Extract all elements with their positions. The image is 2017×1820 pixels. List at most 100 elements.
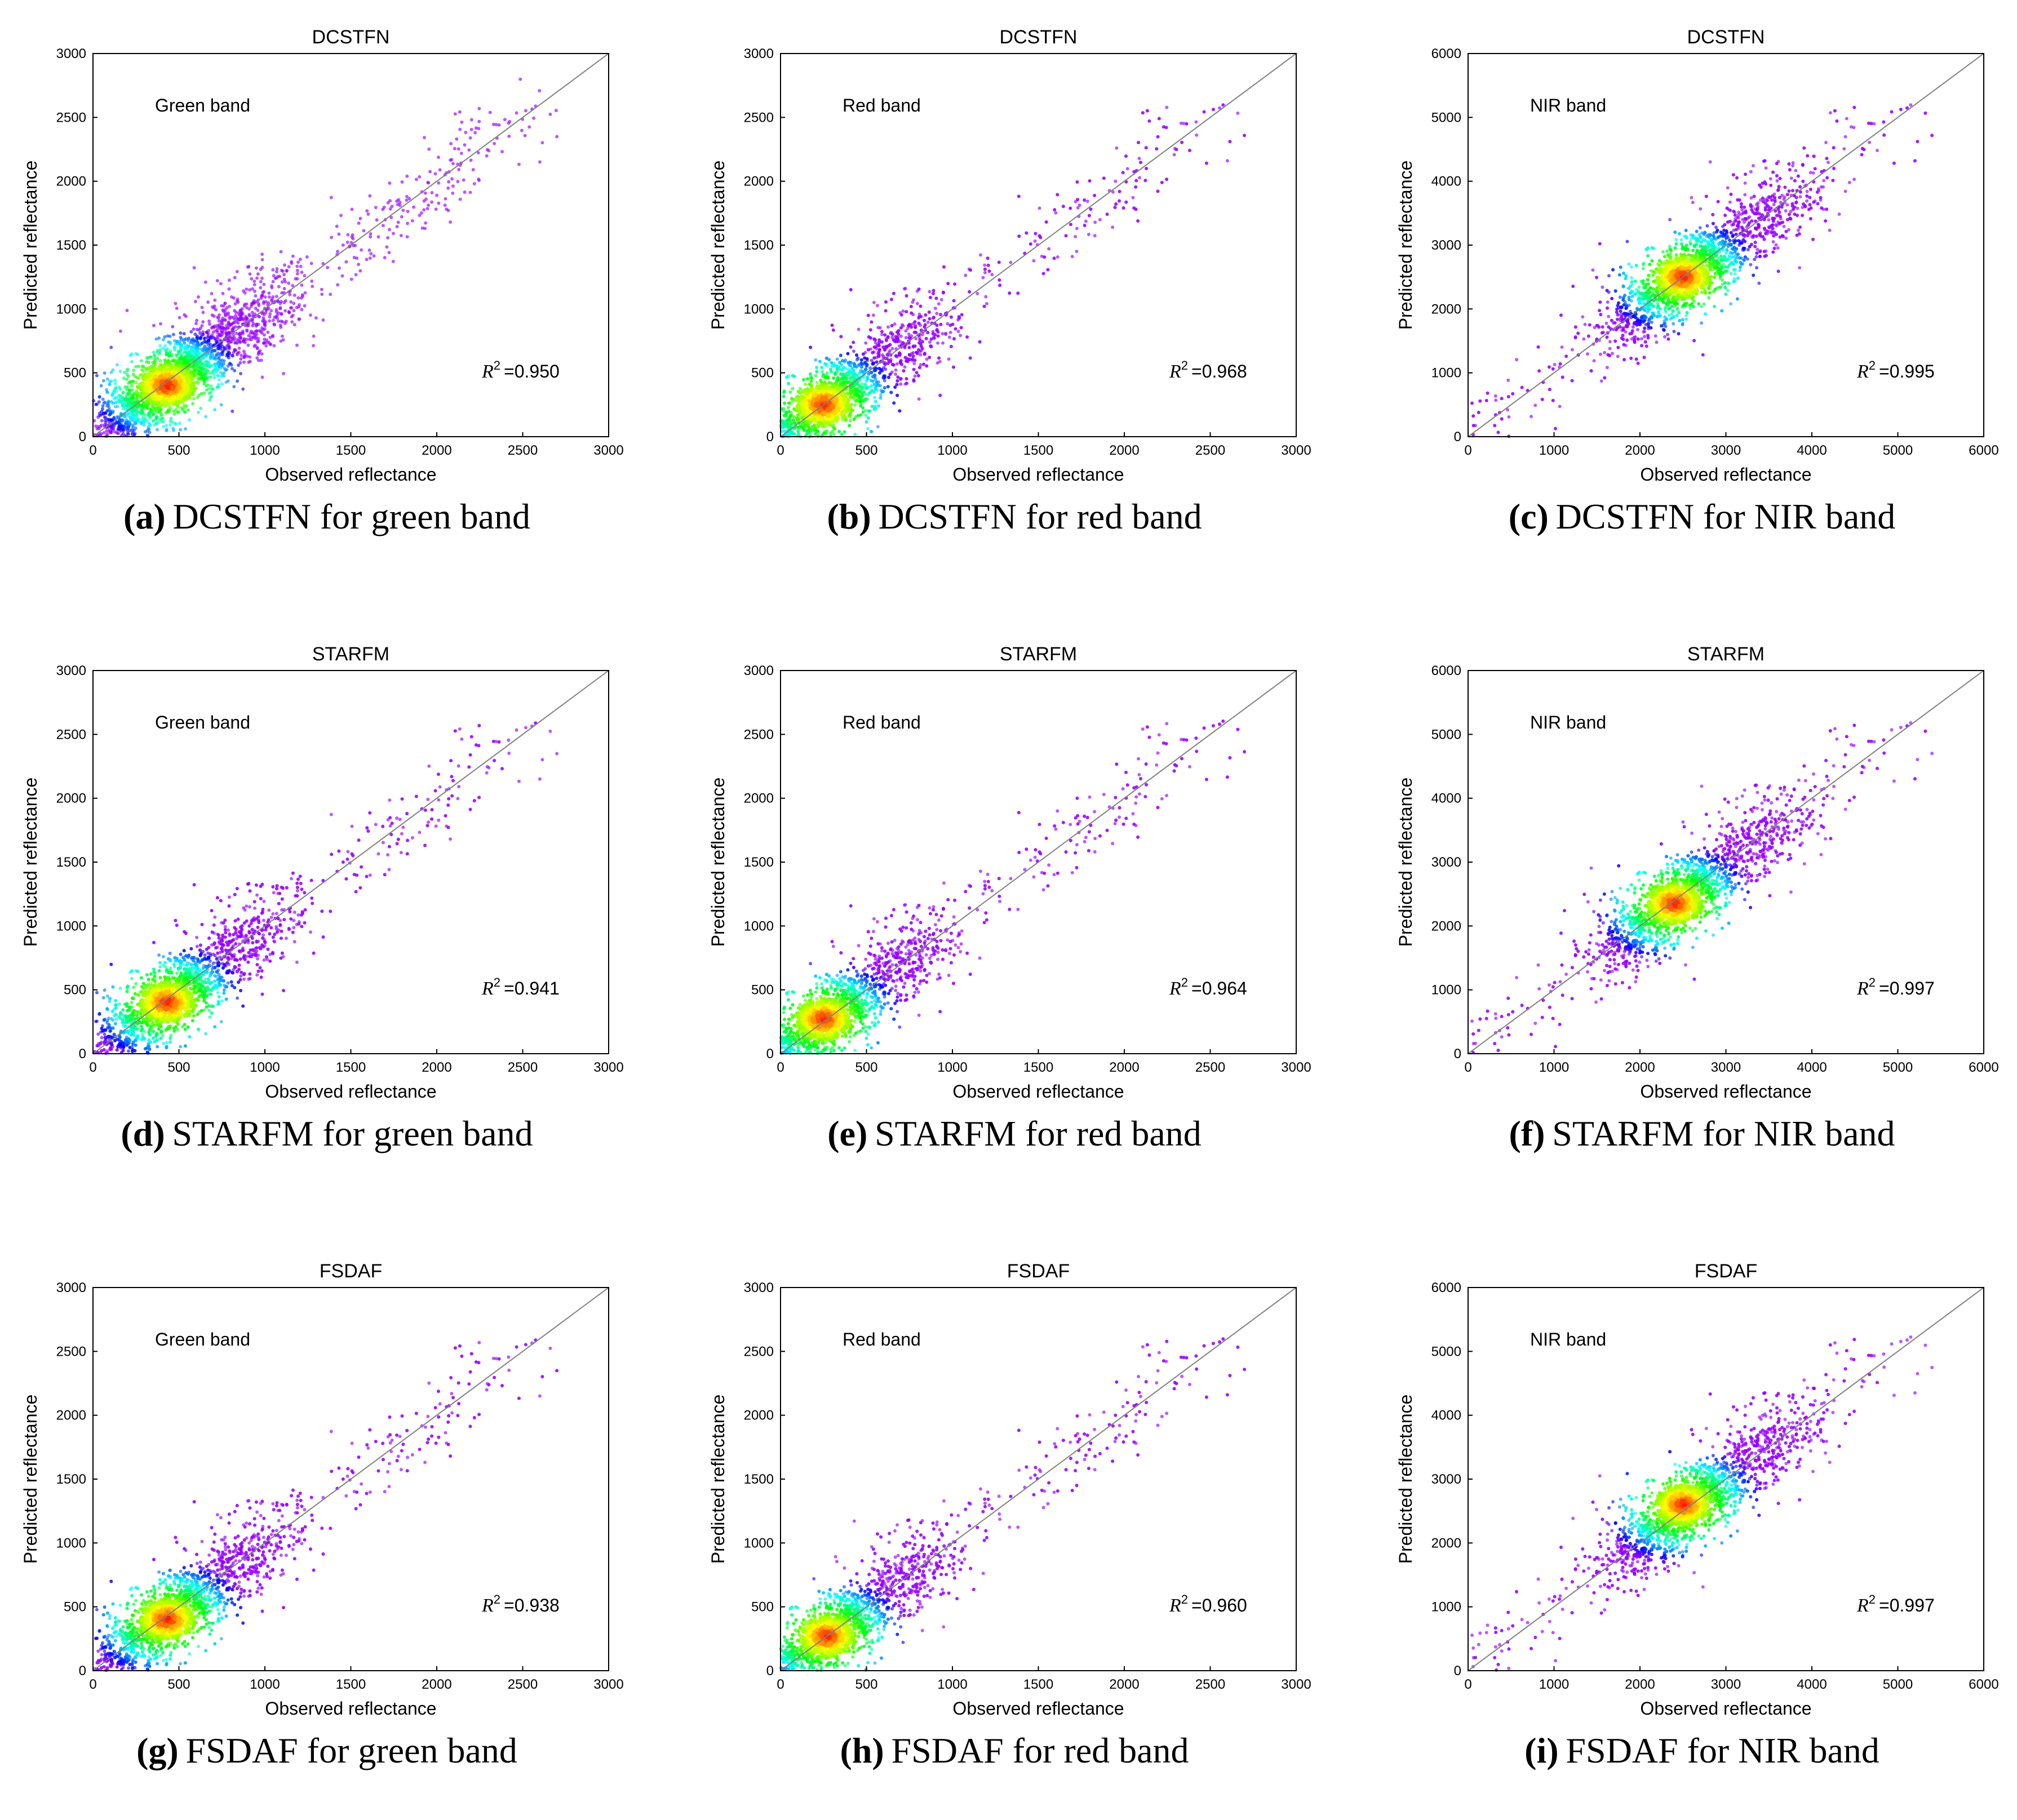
data-point — [1156, 135, 1160, 139]
data-point — [880, 368, 883, 371]
data-point — [886, 325, 890, 329]
data-point — [1221, 103, 1225, 106]
data-point — [357, 263, 360, 266]
data-point — [255, 277, 259, 280]
data-point — [230, 363, 233, 367]
data-point — [240, 310, 243, 314]
data-point — [198, 372, 202, 376]
data-point — [198, 393, 201, 397]
data-point — [493, 142, 496, 145]
data-point — [899, 377, 903, 380]
data-point — [140, 421, 143, 424]
data-point — [314, 316, 318, 319]
data-point — [206, 335, 210, 338]
data-point — [192, 363, 195, 367]
data-point — [196, 349, 199, 353]
data-point — [192, 327, 196, 331]
data-point — [184, 315, 188, 318]
data-point — [952, 299, 956, 303]
data-point — [472, 168, 475, 171]
data-point — [116, 363, 119, 366]
data-point — [119, 330, 122, 333]
data-point — [988, 269, 991, 273]
data-point — [221, 326, 225, 330]
data-point — [939, 323, 942, 326]
data-point — [919, 305, 923, 308]
data-point — [131, 414, 134, 418]
data-point — [227, 365, 230, 368]
data-point — [287, 311, 291, 314]
data-point — [904, 329, 907, 332]
data-point — [392, 260, 395, 263]
data-point — [463, 190, 467, 194]
data-point — [305, 255, 309, 259]
data-point — [948, 336, 951, 339]
data-point — [192, 381, 196, 384]
data-point — [852, 396, 855, 399]
data-point — [224, 308, 227, 312]
data-point — [153, 407, 157, 410]
data-point — [194, 300, 197, 303]
data-point — [103, 371, 107, 375]
data-point — [928, 310, 931, 314]
data-point — [119, 394, 122, 397]
data-point — [152, 324, 156, 327]
data-point — [1137, 141, 1140, 144]
data-point — [852, 369, 855, 372]
data-point — [867, 335, 871, 339]
data-point — [158, 408, 162, 411]
data-point — [447, 180, 450, 184]
x-tick-label: 1000 — [250, 443, 280, 458]
data-point — [374, 206, 378, 209]
data-point — [270, 286, 273, 290]
data-point — [435, 207, 438, 211]
data-point — [1017, 195, 1021, 198]
data-point — [892, 401, 896, 405]
data-point — [859, 385, 863, 389]
data-point — [872, 301, 876, 304]
data-point — [156, 421, 159, 424]
data-point — [283, 287, 286, 290]
data-point — [1084, 220, 1088, 223]
data-point — [147, 421, 150, 425]
data-point — [929, 345, 933, 348]
data-point — [925, 337, 928, 340]
data-point — [193, 356, 196, 359]
data-point — [873, 374, 876, 377]
data-point — [258, 315, 261, 318]
data-point — [453, 147, 456, 150]
data-point — [913, 331, 916, 334]
data-point — [787, 406, 790, 409]
data-point — [1008, 291, 1011, 295]
data-point — [864, 397, 867, 401]
data-point — [248, 356, 251, 359]
data-point — [830, 403, 836, 409]
data-point — [202, 347, 206, 350]
x-tick-label: 1500 — [336, 443, 366, 458]
data-point — [233, 276, 237, 279]
data-point — [836, 357, 839, 361]
data-point — [424, 192, 427, 195]
data-point — [300, 308, 303, 311]
data-point — [301, 293, 304, 296]
data-point — [884, 300, 888, 304]
data-point — [1138, 176, 1141, 180]
data-point — [264, 344, 268, 348]
data-point — [1106, 212, 1109, 216]
data-point — [855, 392, 859, 396]
r-squared-value: =0.968 — [1191, 361, 1247, 381]
data-point — [873, 389, 876, 393]
data-point — [233, 341, 237, 345]
data-point — [138, 403, 141, 407]
data-point — [867, 416, 870, 420]
data-point — [310, 262, 313, 265]
data-point — [540, 141, 544, 144]
data-point — [227, 353, 230, 356]
data-point — [259, 349, 262, 353]
data-point — [845, 392, 849, 395]
data-point — [102, 379, 105, 383]
data-point — [311, 285, 314, 288]
data-point — [905, 310, 908, 313]
data-point — [950, 345, 953, 348]
data-point — [281, 335, 284, 338]
